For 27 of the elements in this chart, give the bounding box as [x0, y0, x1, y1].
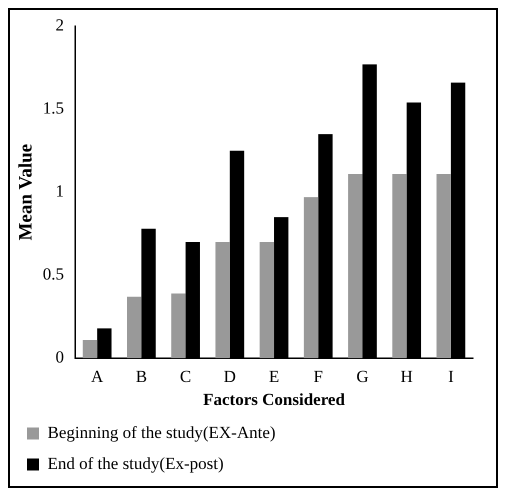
x-tick-label: G	[356, 366, 369, 386]
bar	[127, 296, 142, 358]
bar	[260, 242, 274, 358]
x-tick-label: B	[136, 366, 148, 386]
y-tick-label: 1.5	[42, 98, 64, 118]
x-tick-label: F	[314, 366, 323, 386]
bar	[171, 293, 186, 358]
x-tick-label: D	[224, 366, 236, 386]
bar	[304, 197, 318, 358]
legend-label: Beginning of the study(EX-Ante)	[48, 422, 276, 442]
y-tick-label: 0	[56, 348, 64, 367]
y-tick-label: 2	[56, 16, 64, 35]
x-tick-label: I	[448, 366, 454, 386]
x-tick-label: E	[268, 366, 280, 386]
y-tick-label: 0.5	[42, 264, 64, 284]
legend-label: End of the study(Ex-post)	[48, 454, 224, 473]
x-axis-title: Factors Considered	[203, 390, 346, 410]
y-tick-label: 1	[56, 182, 64, 201]
x-tick-label: A	[91, 366, 104, 386]
bar	[82, 340, 98, 358]
bar	[392, 174, 407, 358]
x-tick-label: C	[180, 366, 192, 386]
bar	[348, 174, 362, 358]
x-tick-label: H	[400, 366, 413, 386]
y-axis-title: Mean Value	[15, 144, 36, 241]
bar	[436, 174, 451, 358]
bar	[215, 242, 230, 358]
